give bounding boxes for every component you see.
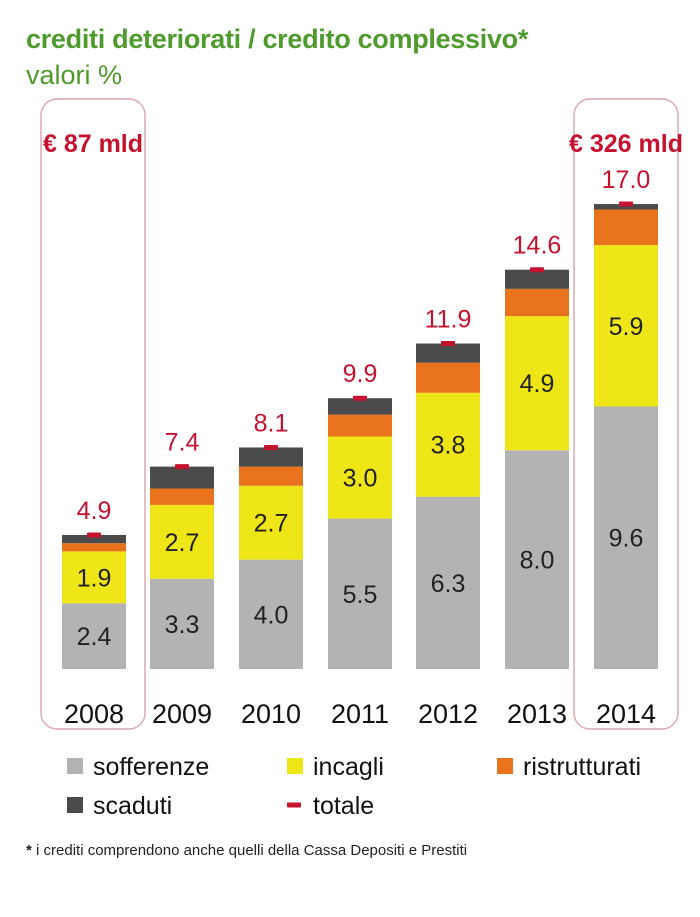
bar-scaduti-2013 — [505, 269, 569, 289]
value-label-sofferenze-2011: 5.5 — [343, 581, 378, 609]
total-marker-2012 — [441, 341, 455, 347]
value-label-incagli-2008: 1.9 — [77, 564, 112, 592]
value-label-sofferenze-2014: 9.6 — [609, 525, 644, 553]
footnote: * i crediti comprendono anche quelli del… — [26, 842, 467, 859]
bar-scaduti-2010 — [239, 447, 303, 467]
footnote-marker: * — [26, 842, 32, 859]
legend-swatch-incagli — [287, 758, 303, 774]
total-label-2013: 14.6 — [513, 232, 562, 260]
category-label-2014: 2014 — [596, 699, 656, 729]
bar-incagli-2013 — [505, 316, 569, 451]
total-label-2008: 4.9 — [77, 497, 112, 525]
value-label-incagli-2009: 2.7 — [165, 529, 200, 557]
total-label-2014: 17.0 — [602, 166, 651, 194]
total-marker-2011 — [353, 395, 367, 401]
category-label-2009: 2009 — [152, 699, 212, 729]
bar-sofferenze-2009 — [150, 578, 214, 669]
category-label-2013: 2013 — [507, 699, 567, 729]
legend-swatch-ristrutturati — [497, 758, 513, 774]
bar-sofferenze-2012 — [416, 496, 480, 669]
bar-ristrutturati-2011 — [328, 414, 392, 437]
total-label-2011: 9.9 — [343, 360, 378, 388]
value-label-sofferenze-2010: 4.0 — [254, 601, 289, 629]
total-marker-2010 — [264, 444, 278, 450]
category-label-2008: 2008 — [64, 699, 124, 729]
legend-label-sofferenze: sofferenze — [93, 753, 209, 781]
total-label-2010: 8.1 — [254, 409, 289, 437]
stacked-bar-chart: € 87 mld € 326 mld 2.4 1.9 4.9 2008 3.3 2.7 7.4 2… — [40, 98, 683, 820]
total-marker-2009 — [175, 464, 189, 470]
legend-label-scaduti: scaduti — [93, 792, 172, 820]
bar-scaduti-2012 — [416, 343, 480, 363]
bar-ristrutturati-2012 — [416, 362, 480, 393]
legend-swatch-scaduti — [67, 797, 83, 813]
total-label-2009: 7.4 — [165, 429, 200, 457]
bar-incagli-2011 — [328, 436, 392, 519]
bar-incagli-2009 — [150, 504, 214, 579]
legend-label-totale: totale — [313, 792, 374, 820]
chart-title: crediti deteriorati / credito complessiv… — [26, 24, 529, 54]
value-label-sofferenze-2012: 6.3 — [431, 570, 466, 598]
bar-ristrutturati-2010 — [239, 466, 303, 486]
chart-subtitle: valori % — [26, 60, 123, 90]
bar-sofferenze-2008 — [62, 603, 126, 669]
bar-scaduti-2008 — [62, 534, 126, 544]
highlight-box-2008 — [40, 98, 146, 730]
bar-incagli-2014 — [594, 245, 658, 407]
bar-scaduti-2009 — [150, 466, 214, 489]
bar-ristrutturati-2013 — [505, 288, 569, 317]
highlight-box-2014 — [573, 98, 679, 730]
bar-scaduti-2014 — [594, 204, 658, 210]
legend-label-incagli: incagli — [313, 753, 384, 781]
category-label-2011: 2011 — [331, 699, 389, 729]
bar-ristrutturati-2009 — [150, 488, 214, 505]
bar-scaduti-2011 — [328, 398, 392, 415]
highlight-label-2014: € 326 mld — [569, 130, 683, 158]
bar-incagli-2012 — [416, 392, 480, 497]
legend-label-ristrutturati: ristrutturati — [523, 753, 641, 781]
legend-swatch-totale — [287, 802, 301, 808]
bar-sofferenze-2011 — [328, 518, 392, 669]
bar-ristrutturati-2014 — [594, 209, 658, 246]
category-label-2010: 2010 — [241, 699, 301, 729]
bar-sofferenze-2014 — [594, 406, 658, 669]
bar-sofferenze-2010 — [239, 559, 303, 669]
total-marker-2013 — [530, 267, 544, 273]
value-label-incagli-2010: 2.7 — [254, 510, 289, 538]
total-label-2012: 11.9 — [425, 306, 472, 334]
category-label-2012: 2012 — [418, 699, 478, 729]
value-label-sofferenze-2009: 3.3 — [165, 611, 200, 639]
value-label-sofferenze-2013: 8.0 — [520, 547, 555, 575]
bar-incagli-2008 — [62, 551, 126, 604]
footnote-text: i crediti comprendono anche quelli della… — [36, 842, 468, 859]
value-label-incagli-2014: 5.9 — [609, 313, 644, 341]
value-label-incagli-2011: 3.0 — [343, 465, 378, 493]
total-marker-2014 — [619, 201, 633, 207]
value-label-incagli-2013: 4.9 — [520, 370, 555, 398]
value-label-incagli-2012: 3.8 — [431, 432, 466, 460]
bar-incagli-2010 — [239, 485, 303, 560]
bar-ristrutturati-2008 — [62, 543, 126, 552]
highlight-label-2008: € 87 mld — [43, 130, 143, 158]
value-label-sofferenze-2008: 2.4 — [77, 623, 112, 651]
total-marker-2008 — [87, 532, 101, 538]
bar-sofferenze-2013 — [505, 450, 569, 669]
legend-swatch-sofferenze — [67, 758, 83, 774]
